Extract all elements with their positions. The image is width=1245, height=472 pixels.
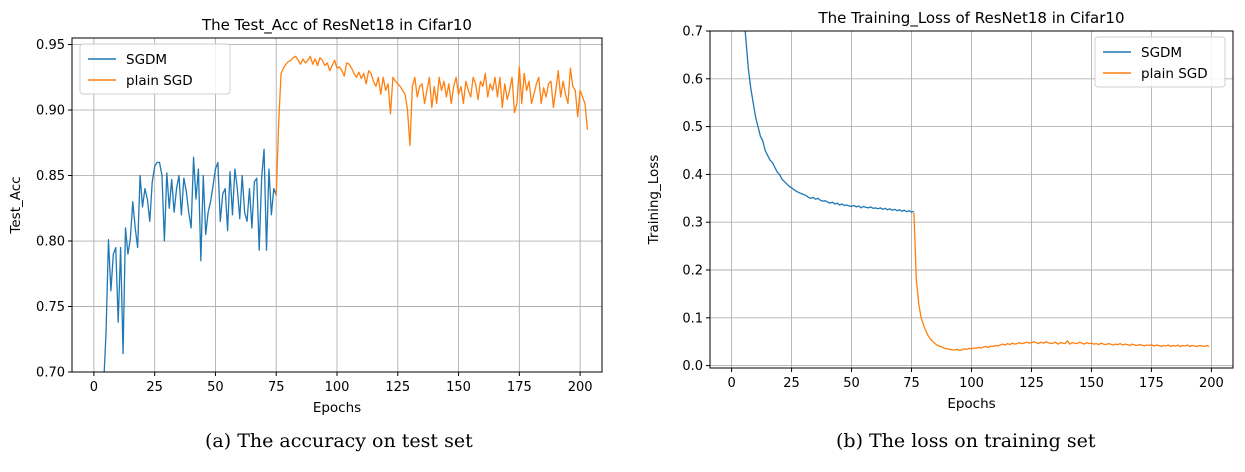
legend-label-0: SGDM (1141, 45, 1182, 61)
legend-label-1: plain SGD (126, 73, 193, 89)
series-line-plain-sgd (913, 212, 1210, 351)
x-tick-label-5: 125 (1019, 376, 1044, 391)
series-line-sgdm (744, 31, 915, 213)
legend-label-1: plain SGD (1141, 66, 1208, 82)
x-tick-label-3: 75 (903, 376, 920, 391)
y-tick-label-2: 0.2 (682, 264, 703, 279)
x-tick-label-4: 100 (325, 380, 350, 395)
x-tick-label-2: 50 (843, 376, 860, 391)
x-tick-label-8: 200 (1199, 376, 1224, 391)
x-tick-label-5: 125 (385, 380, 410, 395)
x-tick-label-1: 25 (146, 380, 163, 395)
y-axis-label: Test_Acc (8, 176, 24, 234)
y-tick-label-0: 0.70 (36, 366, 65, 381)
y-tick-label-5: 0.5 (682, 120, 703, 135)
chart-title: The Test_Acc of ResNet18 in Cifar10 (201, 16, 472, 35)
caption-a: (a) The accuracy on test set (205, 430, 473, 452)
series-line-sgdm (103, 148, 277, 372)
y-tick-label-4: 0.4 (682, 168, 703, 183)
x-tick-label-3: 75 (268, 380, 285, 395)
legend: SGDM plain SGD (79, 43, 231, 95)
y-tick-label-4: 0.90 (36, 104, 65, 119)
x-tick-label-4: 100 (959, 376, 984, 391)
legend: SGDM plain SGD (1094, 36, 1226, 88)
legend-box (1094, 36, 1226, 88)
caption-b: (b) The loss on training set (836, 430, 1096, 452)
y-tick-label-3: 0.85 (36, 169, 65, 184)
y-tick-label-1: 0.75 (36, 300, 65, 315)
x-axis-label: Epochs (947, 396, 995, 412)
x-tick-label-6: 150 (1079, 376, 1104, 391)
y-tick-label-1: 0.1 (682, 311, 703, 326)
chart-title: The Training_Loss of ResNet18 in Cifar10 (817, 9, 1124, 28)
x-tick-label-0: 0 (727, 376, 735, 391)
x-tick-label-7: 175 (1139, 376, 1164, 391)
legend-label-0: SGDM (126, 52, 167, 68)
y-tick-label-3: 0.3 (682, 216, 703, 231)
x-tick-label-7: 175 (507, 380, 532, 395)
legend-box (79, 43, 231, 95)
chart-1: 0 25 50 75 100 125 150 175 200 0.0 0.1 0.2 0.3 0.4 0.5… (646, 9, 1234, 412)
x-tick-label-0: 0 (90, 380, 98, 395)
y-tick-label-7: 0.7 (682, 25, 703, 40)
y-axis-label: Training_Loss (646, 155, 662, 246)
x-axis-label: Epochs (313, 400, 361, 416)
chart-0: 0 25 50 75 100 125 150 175 200 0.70 0.75 0.80 0.85 0.… (8, 16, 603, 416)
y-tick-label-2: 0.80 (36, 235, 65, 250)
x-tick-label-2: 50 (207, 380, 224, 395)
y-tick-label-5: 0.95 (36, 38, 65, 53)
series-line-plain-sgd (275, 55, 589, 196)
y-tick-label-0: 0.0 (682, 359, 703, 374)
x-tick-label-1: 25 (783, 376, 800, 391)
x-tick-label-6: 150 (446, 380, 471, 395)
x-tick-label-8: 200 (568, 380, 593, 395)
y-tick-label-6: 0.6 (682, 72, 703, 87)
